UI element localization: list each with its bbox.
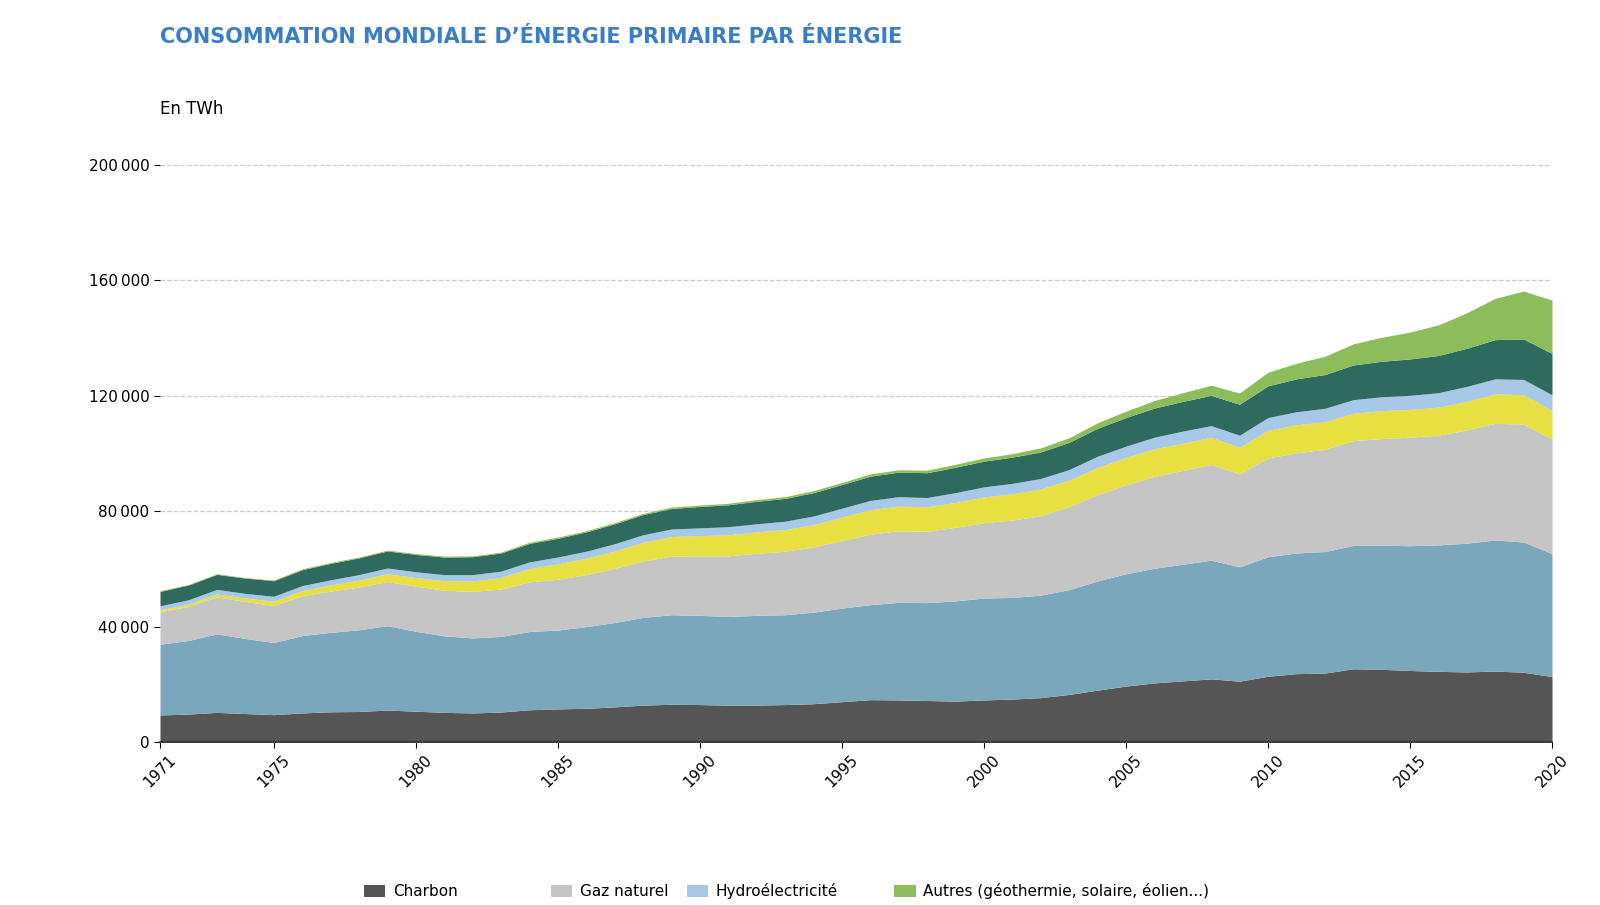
- Text: En TWh: En TWh: [160, 100, 224, 118]
- Text: CONSOMMATION MONDIALE D’ÉNERGIE PRIMAIRE PAR ÉNERGIE: CONSOMMATION MONDIALE D’ÉNERGIE PRIMAIRE…: [160, 27, 902, 47]
- Legend: Charbon, Produits pétroliers, Gaz naturel, Nucléaire, Hydroélectricité, Biomasse: Charbon, Produits pétroliers, Gaz nature…: [363, 883, 1210, 905]
